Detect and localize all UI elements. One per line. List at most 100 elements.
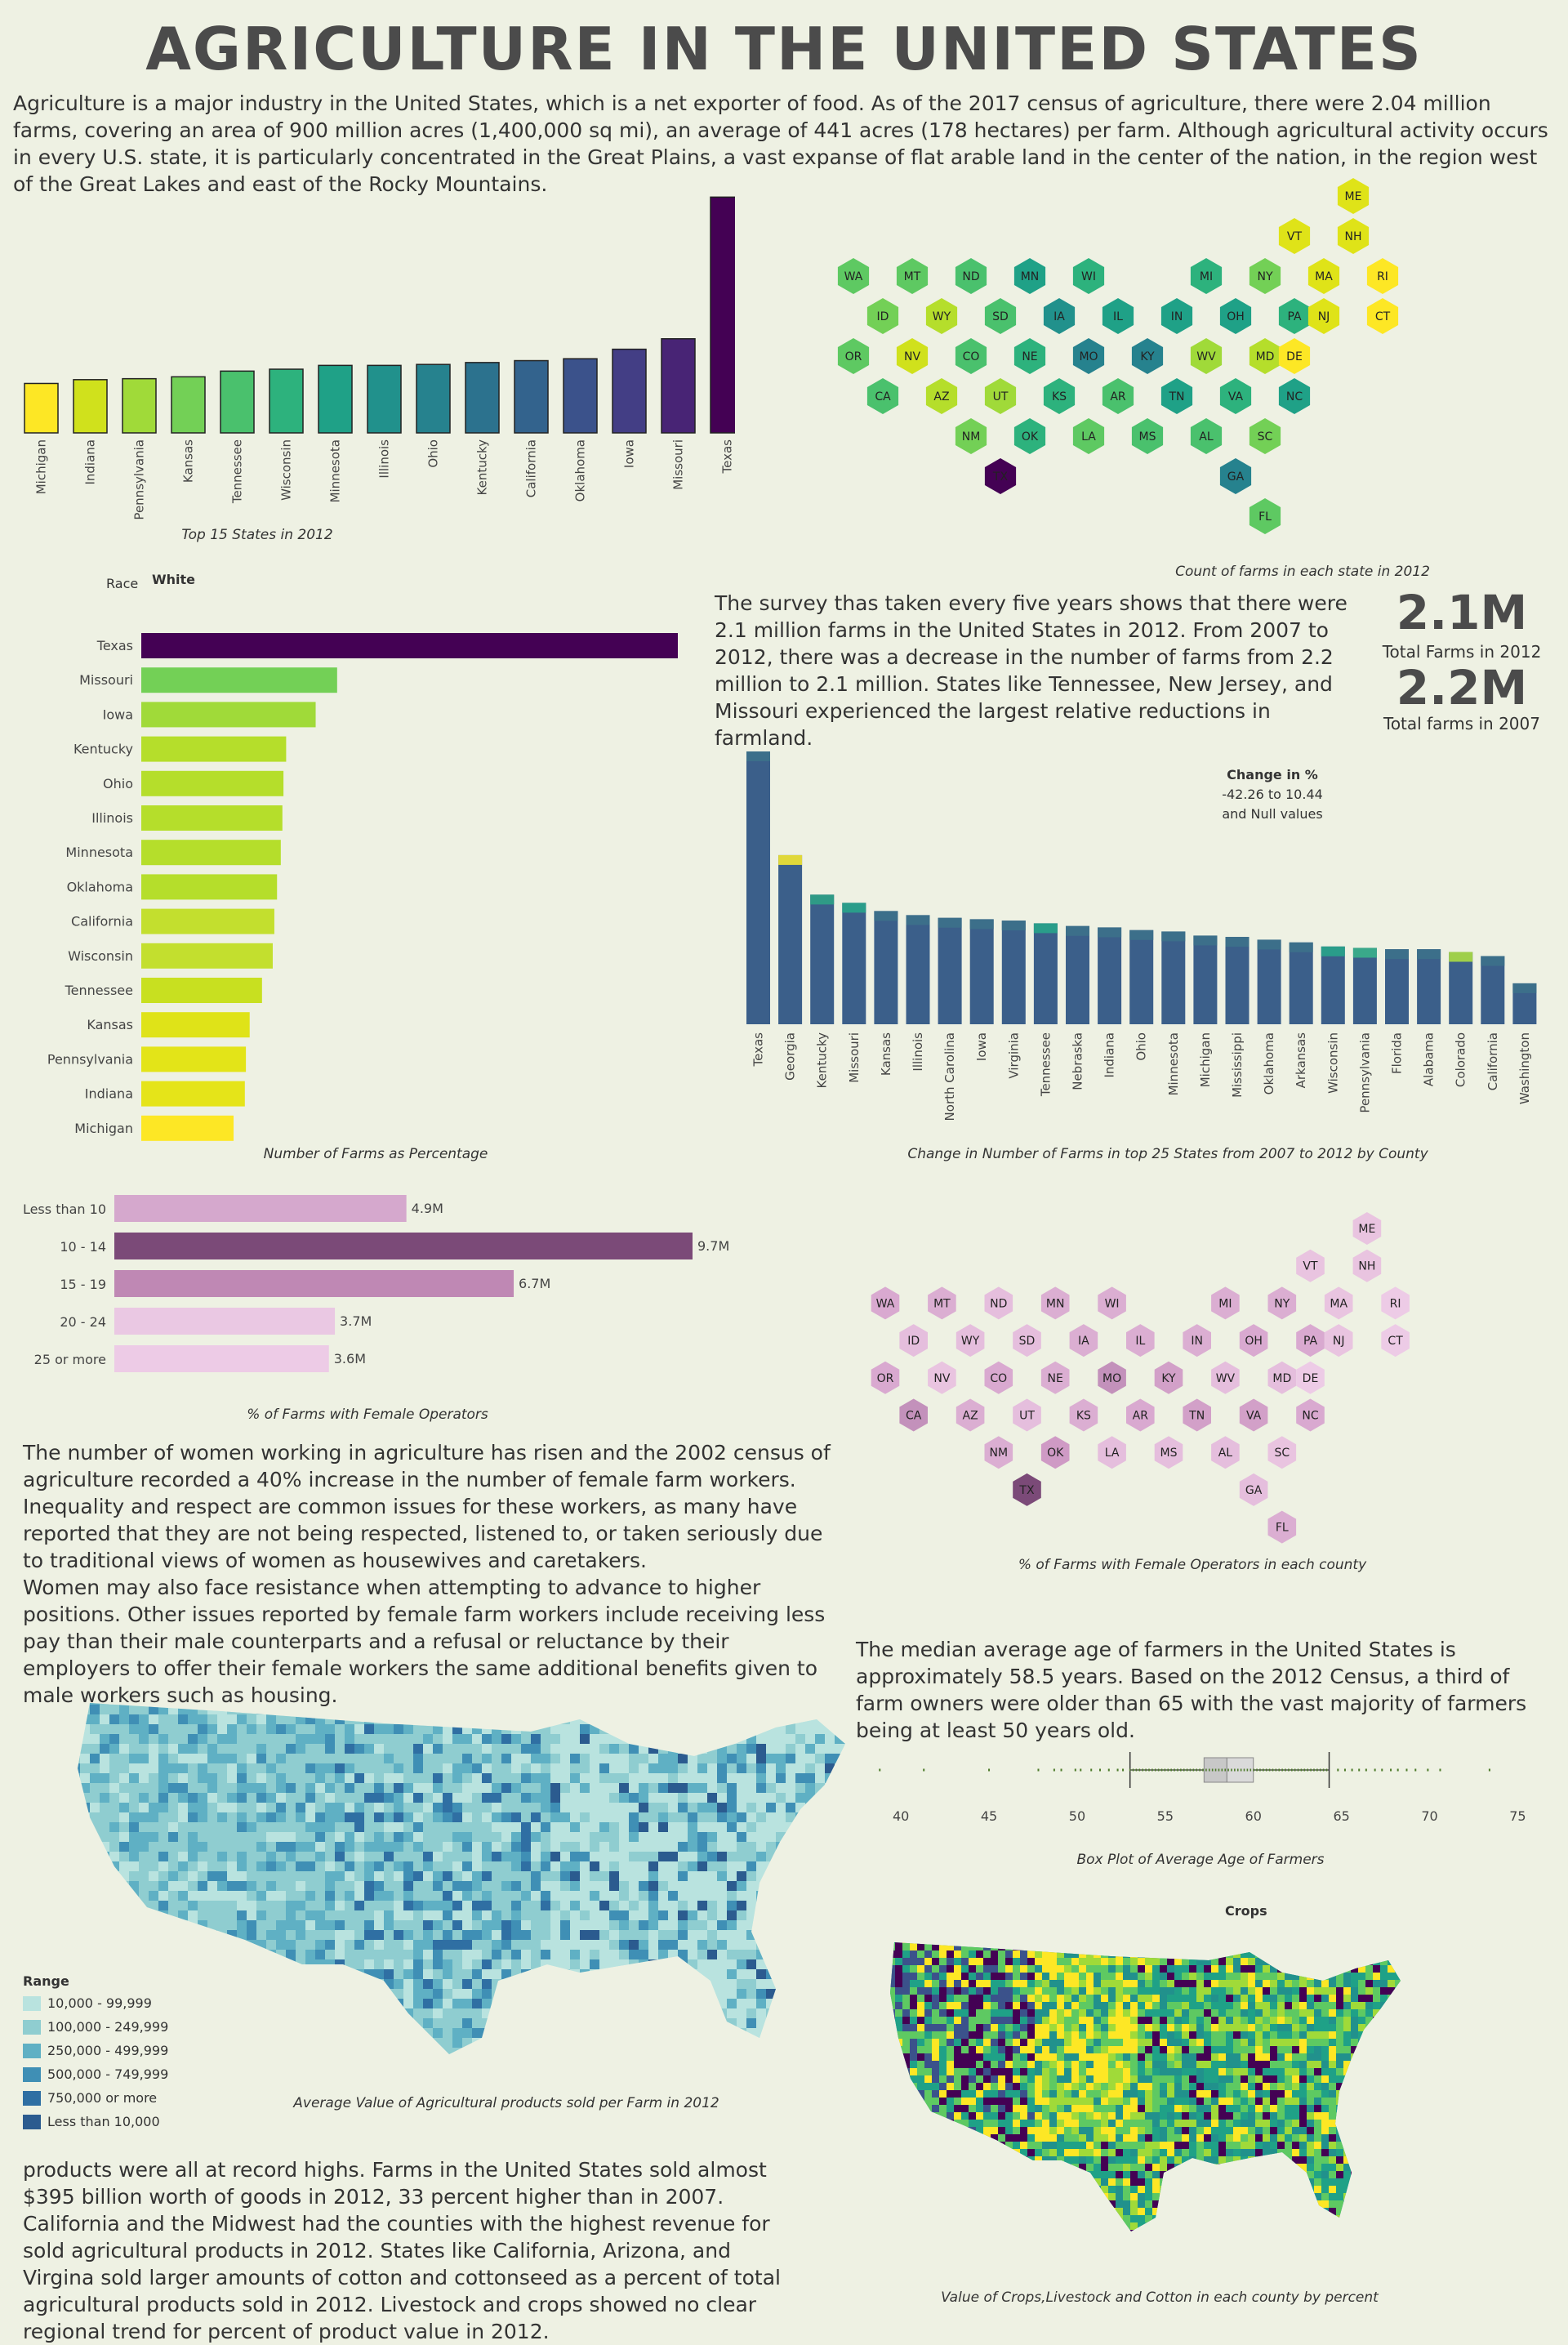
value-county xyxy=(570,1959,580,1969)
value-county xyxy=(678,1695,688,1705)
value-county xyxy=(217,1783,227,1793)
change-bar-texas[interactable] xyxy=(746,751,770,1024)
percent-bar-minnesota[interactable] xyxy=(141,840,281,865)
value-county xyxy=(394,1910,403,1920)
value-county xyxy=(550,1714,560,1724)
crops-map[interactable] xyxy=(866,1936,1405,2263)
value-county xyxy=(462,1822,472,1832)
top15-bar-kansas[interactable] xyxy=(172,377,205,433)
percent-bar-oklahoma[interactable] xyxy=(141,874,277,899)
change-bar-minnesota[interactable] xyxy=(1161,931,1185,1024)
top15-bar-michigan[interactable] xyxy=(24,383,58,433)
change-bar-kansas[interactable] xyxy=(874,911,898,1024)
value-county xyxy=(452,1881,462,1891)
value-legend-item[interactable]: 250,000 - 499,999 xyxy=(23,2039,168,2062)
top15-bar-kentucky[interactable] xyxy=(466,363,499,433)
percent-bar-ohio[interactable] xyxy=(141,771,283,796)
change-bar-arkansas[interactable] xyxy=(1290,943,1313,1024)
change-bar-florida[interactable] xyxy=(1385,949,1409,1024)
value-legend-item[interactable]: 100,000 - 249,999 xyxy=(23,2015,168,2039)
value-county xyxy=(501,2028,511,2038)
top15-bar-oklahoma[interactable] xyxy=(564,359,597,433)
value-county xyxy=(158,1842,168,1852)
change-bar-pennsylvania[interactable] xyxy=(1353,947,1377,1024)
top15-bar-tennessee[interactable] xyxy=(220,371,254,433)
change-bar-illinois[interactable] xyxy=(906,915,930,1024)
value-legend-label: Less than 10,000 xyxy=(47,2114,160,2129)
change-bar-iowa[interactable] xyxy=(970,919,994,1024)
value-county xyxy=(90,1832,100,1842)
value-county xyxy=(413,1705,423,1714)
race-filter-value[interactable]: White xyxy=(152,572,195,587)
top15-bar-wisconsin[interactable] xyxy=(270,369,303,433)
female-bar-0[interactable] xyxy=(114,1195,407,1222)
percent-bar-michigan[interactable] xyxy=(141,1116,234,1141)
change-bar-missouri[interactable] xyxy=(842,903,866,1024)
value-county xyxy=(727,2067,737,2071)
percent-bar-pennsylvania[interactable] xyxy=(141,1046,246,1072)
value-county xyxy=(531,1969,541,1979)
value-county xyxy=(531,1891,541,1901)
change-bar-georgia[interactable] xyxy=(778,855,802,1024)
female-bar-1[interactable] xyxy=(114,1233,693,1259)
change-bar-colorado[interactable] xyxy=(1449,952,1472,1024)
top15-bar-indiana[interactable] xyxy=(74,380,107,433)
top15-bar-ohio[interactable] xyxy=(416,364,450,433)
change-bar-michigan[interactable] xyxy=(1193,935,1217,1024)
value-county xyxy=(119,1920,129,1930)
change-bar-oklahoma[interactable] xyxy=(1258,939,1281,1024)
value-county xyxy=(394,1940,403,1950)
value-county xyxy=(168,1861,178,1871)
female-bar-2[interactable] xyxy=(114,1270,514,1297)
percent-bar-wisconsin[interactable] xyxy=(141,943,273,969)
female-bar-3[interactable] xyxy=(114,1308,335,1335)
percent-bar-kansas[interactable] xyxy=(141,1012,250,1037)
percent-bar-tennessee[interactable] xyxy=(141,978,262,1003)
percent-bar-illinois[interactable] xyxy=(141,805,283,831)
female-bar-4[interactable] xyxy=(114,1345,329,1372)
change-bar-alabama[interactable] xyxy=(1417,949,1441,1024)
percent-bar-missouri[interactable] xyxy=(141,667,337,693)
value-county xyxy=(325,1705,335,1714)
value-legend-item[interactable]: Less than 10,000 xyxy=(23,2110,168,2133)
percent-bar-california[interactable] xyxy=(141,909,274,934)
value-county xyxy=(198,2008,207,2018)
change-bar-accent xyxy=(1353,947,1377,957)
percent-bar-kentucky[interactable] xyxy=(141,737,286,762)
change-bar-virginia[interactable] xyxy=(1002,921,1026,1024)
top15-bar-pennsylvania[interactable] xyxy=(122,379,156,433)
top15-bar-missouri[interactable] xyxy=(662,339,695,433)
top15-bar-california[interactable] xyxy=(514,361,548,433)
percent-bar-iowa[interactable] xyxy=(141,702,316,727)
change-bar-north-carolina[interactable] xyxy=(938,918,962,1024)
value-county xyxy=(795,1920,805,1930)
value-legend-item[interactable]: 500,000 - 749,999 xyxy=(23,2062,168,2086)
change-bar-kentucky[interactable] xyxy=(810,894,834,1024)
value-county xyxy=(707,1842,717,1852)
value-county xyxy=(198,1910,207,1920)
crops-county xyxy=(866,1950,873,1958)
value-county xyxy=(266,1930,276,1940)
value-county xyxy=(423,1891,433,1901)
change-bar-ohio[interactable] xyxy=(1129,930,1153,1024)
value-county xyxy=(590,1950,599,1959)
percent-bar-texas[interactable] xyxy=(141,633,678,658)
change-bar-california[interactable] xyxy=(1481,956,1504,1025)
change-bar-tennessee[interactable] xyxy=(1034,923,1058,1024)
change-bar-wisconsin[interactable] xyxy=(1321,947,1345,1024)
value-legend-item[interactable]: 10,000 - 99,999 xyxy=(23,1991,168,2015)
change-bar-indiana[interactable] xyxy=(1098,927,1121,1024)
crops-county xyxy=(1321,1973,1329,1980)
top15-bar-iowa[interactable] xyxy=(612,350,646,433)
value-county xyxy=(668,1812,678,1822)
top15-bar-texas[interactable] xyxy=(710,197,735,433)
top15-bar-illinois[interactable] xyxy=(368,365,401,433)
change-bar-mississippi[interactable] xyxy=(1226,937,1250,1024)
change-bar-nebraska[interactable] xyxy=(1066,926,1089,1024)
value-county xyxy=(394,1852,403,1861)
value-legend-item[interactable]: 750,000 or more xyxy=(23,2086,168,2110)
top15-bar-minnesota[interactable] xyxy=(318,365,352,433)
percent-bar-indiana[interactable] xyxy=(141,1081,245,1107)
